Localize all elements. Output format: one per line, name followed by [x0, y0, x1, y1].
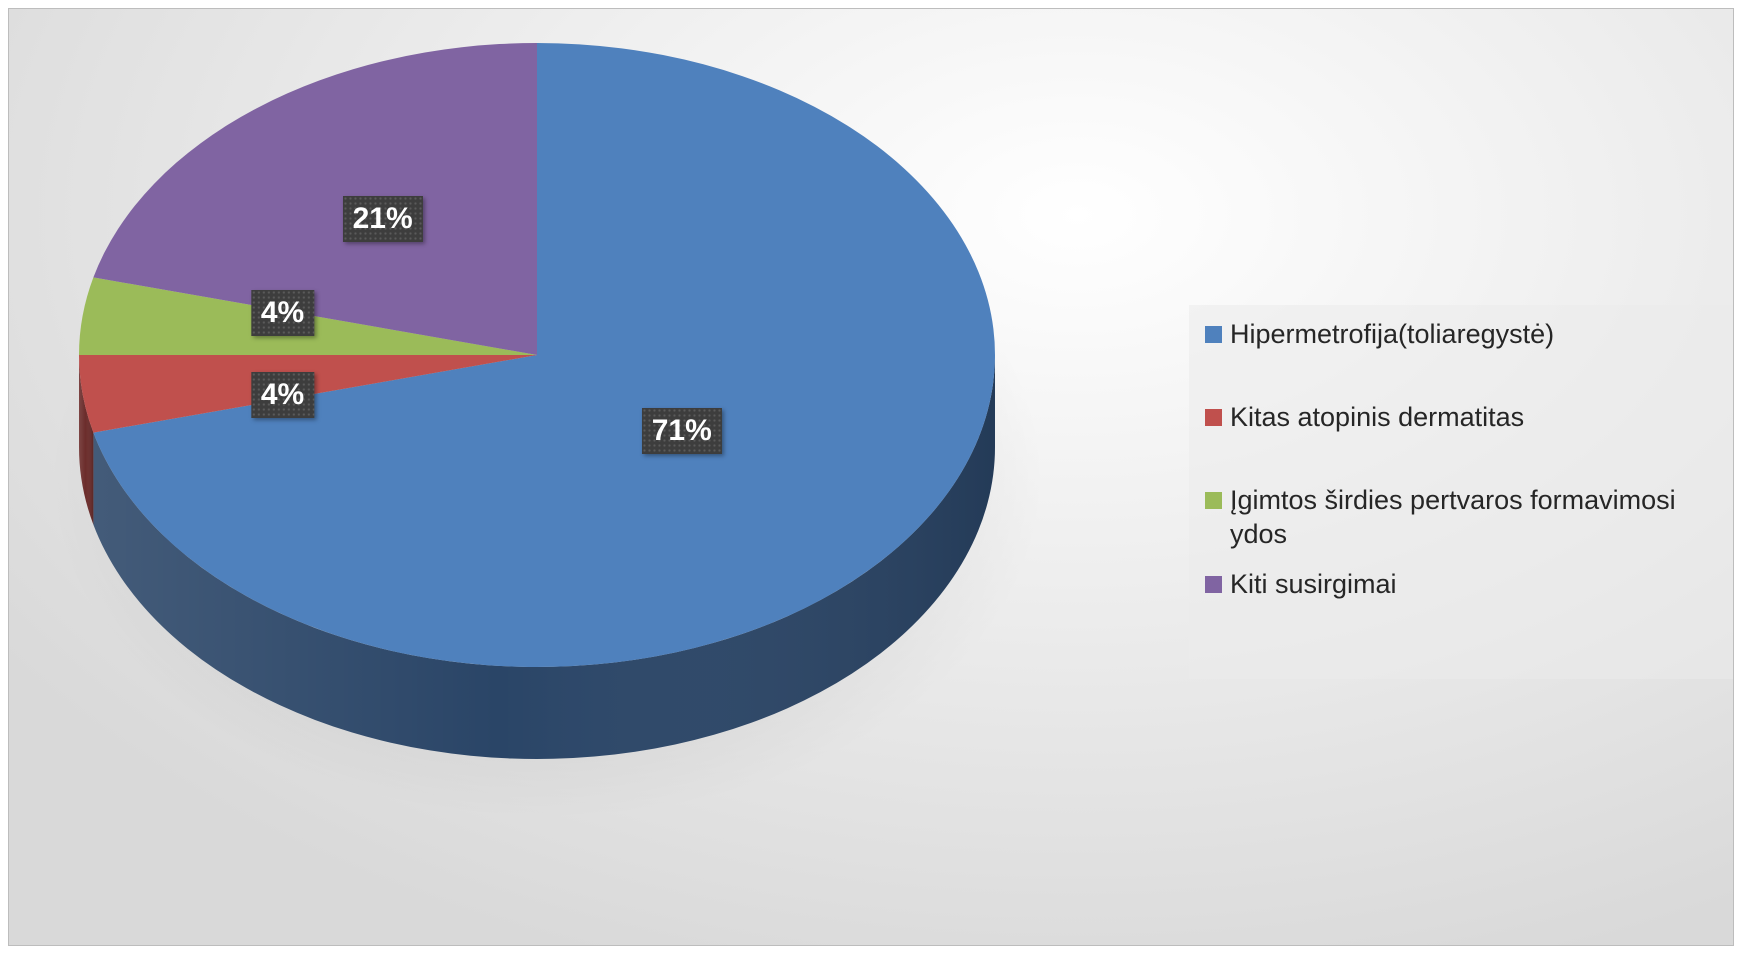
chart-area: 71% 4% 4% 21% Hipermetrofija(toliaregystė) …	[8, 8, 1734, 946]
data-label-sirdies-ydos: 4%	[250, 290, 315, 337]
data-label-kiti-susirgimai: 21%	[342, 196, 423, 243]
legend-swatch	[1205, 326, 1222, 343]
legend-item-kiti-susirgimai: Kiti susirgimai	[1205, 567, 1720, 601]
slice-hipermetrofija-side-shade	[93, 355, 995, 760]
legend-label: Kitas atopinis dermatitas	[1230, 402, 1525, 432]
data-label-hipermetrofija: 71%	[641, 408, 722, 455]
legend-swatch	[1205, 409, 1222, 426]
legend-label: Įgimtos širdies pertvaros formavimosi yd…	[1230, 485, 1676, 549]
legend: Hipermetrofija(toliaregystė) Kitas atopi…	[1189, 305, 1733, 679]
slice-atopinis-dermatitas-side-shade	[79, 355, 94, 525]
slice-kiti-susirgimai	[93, 43, 537, 355]
legend-label: Kiti susirgimai	[1230, 569, 1397, 599]
legend-label: Hipermetrofija(toliaregystė)	[1230, 319, 1555, 349]
legend-swatch	[1205, 576, 1222, 593]
legend-swatch	[1205, 492, 1222, 509]
slice-hipermetrofija	[93, 43, 995, 667]
legend-item-atopinis-dermatitas: Kitas atopinis dermatitas	[1205, 400, 1720, 434]
legend-item-sirdies-ydos: Įgimtos širdies pertvaros formavimosi yd…	[1205, 483, 1720, 551]
legend-item-hipermetrofija: Hipermetrofija(toliaregystė)	[1205, 317, 1720, 351]
data-label-atopinis-dermatitas: 4%	[250, 371, 315, 418]
